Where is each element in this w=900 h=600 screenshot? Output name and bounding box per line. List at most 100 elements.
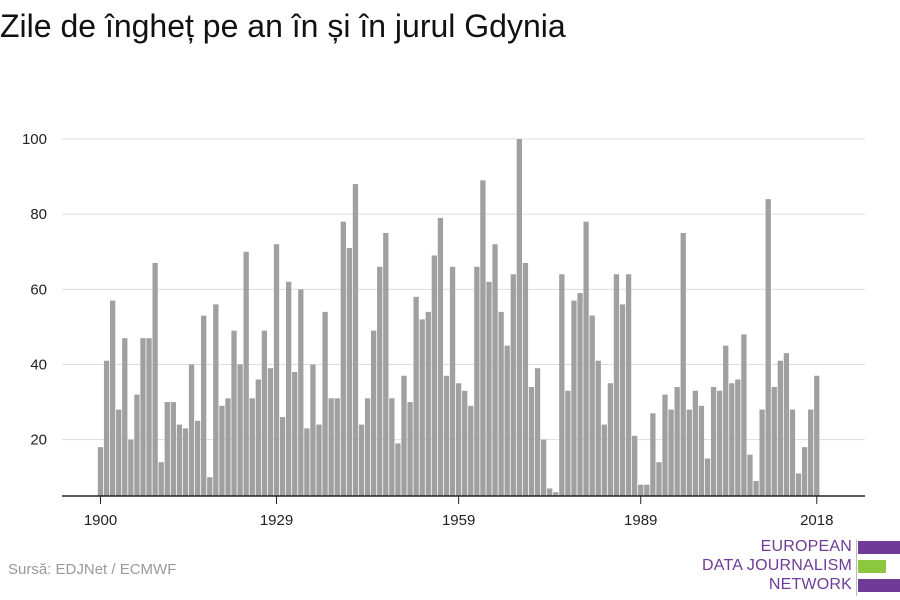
bar-1995	[674, 387, 680, 496]
bar-1954	[425, 311, 431, 496]
logo-text-line-1: EUROPEAN	[760, 538, 852, 555]
bar-1931	[286, 281, 292, 496]
bar-2002	[716, 390, 723, 496]
bar-1974	[547, 488, 553, 496]
bar-2008	[753, 480, 759, 496]
bar-1938	[328, 398, 334, 496]
bar-1906	[134, 394, 140, 496]
bar-1957	[443, 375, 450, 496]
bar-1991	[650, 413, 656, 496]
bar-1970	[522, 263, 529, 496]
bar-1943	[358, 424, 365, 496]
bar-1972	[534, 368, 541, 496]
bar-1903	[116, 409, 122, 496]
bar-1945	[371, 330, 377, 496]
bar-1940	[340, 221, 346, 497]
bar-1992	[656, 462, 662, 496]
bar-1962	[474, 266, 480, 496]
bar-1980	[583, 221, 589, 497]
bar-1993	[662, 394, 668, 496]
bar-1978	[571, 300, 577, 496]
bar-1936	[316, 424, 322, 496]
bar-1976	[559, 274, 565, 496]
bar-2013	[783, 353, 790, 496]
bar-1909	[152, 263, 158, 496]
bar-1960	[462, 390, 468, 496]
y-tick-label: 100	[22, 131, 47, 148]
bar-2010	[765, 199, 771, 496]
bar-1915	[188, 364, 195, 496]
bar-1904	[122, 338, 128, 496]
bar-1951	[407, 402, 413, 496]
bar-1913	[176, 424, 183, 496]
bar-1986	[619, 304, 626, 496]
logo-text-line-3: NETWORK	[768, 576, 852, 593]
bar-1950	[401, 375, 407, 496]
bar-1979	[577, 293, 583, 496]
bar-1926	[255, 379, 261, 496]
bar-2005	[735, 379, 741, 496]
bar-2014	[789, 409, 796, 496]
bar-1944	[364, 398, 371, 496]
bar-1912	[170, 402, 176, 496]
bar-1956	[437, 217, 444, 497]
bar-1927	[261, 330, 268, 496]
bar-1989	[638, 484, 644, 496]
bar-1982	[595, 360, 601, 496]
logo-bar-purple-top	[858, 541, 900, 554]
bar-1920	[219, 405, 225, 496]
bar-1902	[109, 300, 116, 496]
bar-1917	[201, 315, 207, 496]
bar-2011	[771, 387, 777, 496]
bar-1963	[480, 180, 486, 496]
bar-1907	[140, 338, 146, 496]
bar-2018	[814, 375, 820, 496]
logo-bar-green	[858, 560, 886, 573]
bar-1965	[492, 244, 498, 496]
bar-1968	[510, 274, 516, 496]
x-tick-label: 1900	[84, 512, 117, 529]
bar-2004	[729, 383, 735, 496]
bar-2007	[747, 454, 753, 496]
bar-1973	[540, 439, 547, 496]
bar-1996	[680, 232, 686, 496]
bar-1916	[194, 420, 201, 496]
bar-1928	[267, 368, 274, 496]
bar-1994	[668, 409, 674, 496]
bar-1967	[504, 345, 510, 496]
bar-1929	[273, 244, 280, 496]
bar-1942	[352, 184, 359, 496]
bar-1930	[279, 417, 286, 496]
bar-1971	[528, 387, 535, 496]
x-tick-label: 2018	[800, 512, 833, 529]
bar-1948	[389, 398, 395, 496]
bar-1925	[249, 398, 255, 496]
y-tick-label: 40	[30, 356, 47, 373]
bar-1922	[231, 330, 237, 496]
bar-2015	[795, 473, 802, 496]
bar-1981	[589, 315, 595, 496]
bar-1988	[632, 435, 638, 496]
bar-1990	[644, 484, 650, 496]
bar-1921	[225, 398, 231, 496]
bar-1949	[395, 443, 401, 496]
bar-1964	[486, 281, 492, 496]
bar-1908	[146, 338, 152, 496]
bar-2000	[704, 458, 711, 496]
bar-1941	[346, 247, 353, 496]
x-tick-label: 1989	[624, 512, 657, 529]
bar-2001	[710, 387, 717, 496]
x-tick-label: 1929	[260, 512, 293, 529]
bar-1910	[158, 462, 164, 496]
bar-2016	[801, 447, 808, 496]
bar-1932	[292, 371, 298, 496]
bar-2003	[723, 345, 729, 496]
chart-title: Zile de îngheț pe an în și în jurul Gdyn…	[0, 8, 566, 44]
bar-1955	[431, 255, 437, 496]
bar-1985	[613, 274, 620, 496]
bar-1998	[692, 390, 699, 496]
bar-1924	[243, 251, 249, 496]
bar-1999	[698, 405, 705, 496]
x-tick-label: 1959	[442, 512, 475, 529]
